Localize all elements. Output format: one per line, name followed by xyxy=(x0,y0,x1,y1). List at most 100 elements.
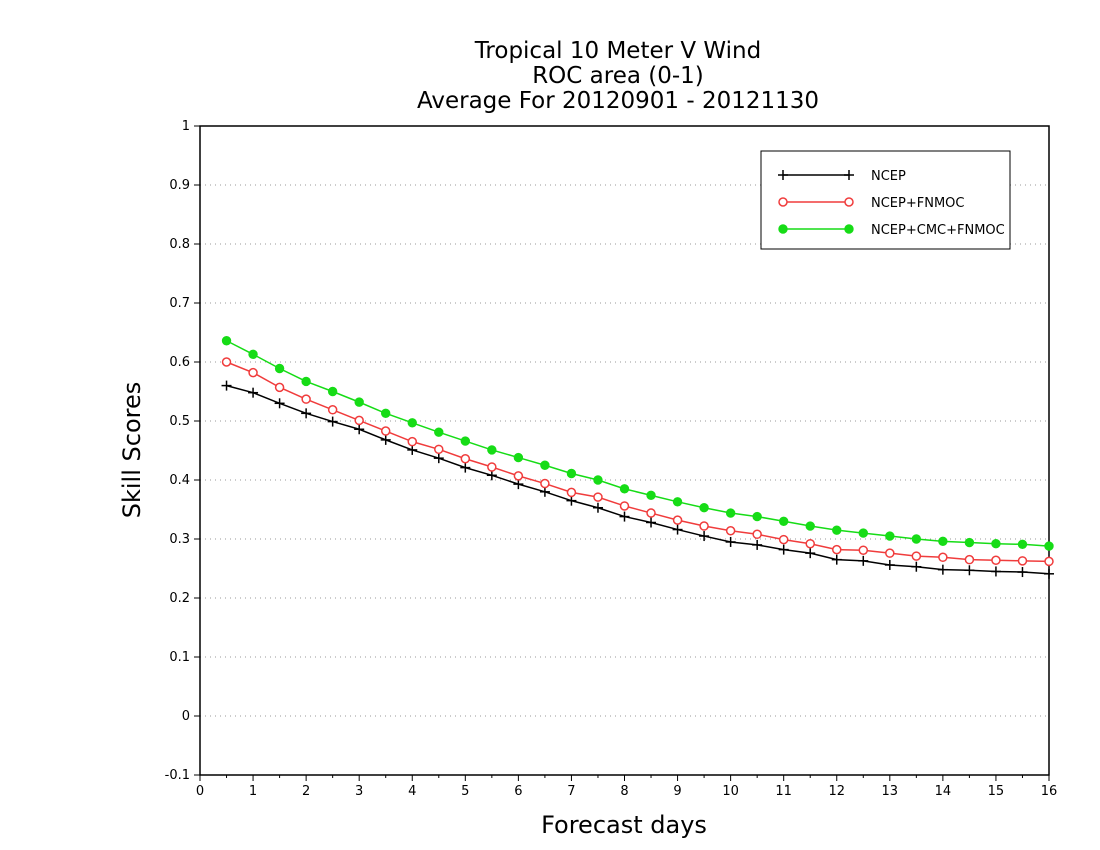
legend-marker xyxy=(844,197,854,207)
series-2 xyxy=(221,336,1054,551)
data-point xyxy=(1017,556,1028,566)
data-point xyxy=(407,436,417,447)
data-point xyxy=(248,387,259,398)
y-tick-label: 1 xyxy=(182,119,190,134)
title-line-1: Tropical 10 Meter V Wind xyxy=(474,38,761,64)
data-point xyxy=(1017,539,1028,550)
x-tick-label: 12 xyxy=(828,784,845,799)
series-group xyxy=(221,336,1054,579)
x-tick-label: 8 xyxy=(620,784,628,799)
x-tick-label: 16 xyxy=(1041,784,1058,799)
data-point xyxy=(805,521,815,531)
y-tick-label: 0.7 xyxy=(169,296,190,311)
data-point xyxy=(593,492,603,502)
title-line-2: ROC area (0-1) xyxy=(532,63,704,89)
data-point xyxy=(699,531,710,542)
data-point xyxy=(540,460,550,470)
data-point xyxy=(778,534,789,545)
data-point xyxy=(725,525,736,536)
data-point xyxy=(486,470,497,481)
title-line-3: Average For 20120901 - 20121130 xyxy=(417,88,819,114)
x-tick-label: 14 xyxy=(935,784,952,799)
data-point xyxy=(619,501,630,511)
data-point xyxy=(434,427,444,437)
data-point xyxy=(593,475,603,485)
data-point xyxy=(805,548,816,559)
y-axis-ticks: -0.1 0 0.1 0.2 0.3 0.4 0.5 0.6 0.7 0.8 0.9 1 xyxy=(165,119,200,783)
data-point xyxy=(1044,541,1054,551)
grid xyxy=(200,184,1049,717)
data-point xyxy=(752,511,762,522)
x-tick-label: 9 xyxy=(673,784,681,799)
data-point xyxy=(354,424,365,435)
data-point xyxy=(381,408,391,419)
data-point xyxy=(354,397,364,407)
y-tick-label: 0.1 xyxy=(169,650,190,665)
legend: NCEP NCEP+FNMOC NCEP+CMC+FNMOC xyxy=(760,150,1011,250)
data-point xyxy=(540,478,550,489)
x-tick-label: 6 xyxy=(514,784,522,799)
data-point xyxy=(434,444,444,455)
data-point xyxy=(672,524,683,535)
x-tick-label: 2 xyxy=(302,784,310,799)
data-point xyxy=(752,529,762,540)
data-point xyxy=(513,479,524,490)
data-point xyxy=(699,521,709,531)
data-point xyxy=(991,539,1001,549)
data-point xyxy=(725,536,736,547)
x-tick-label: 10 xyxy=(722,784,739,799)
x-tick-label: 11 xyxy=(775,784,792,799)
data-point xyxy=(566,487,577,498)
data-point xyxy=(884,559,895,570)
legend-marker xyxy=(778,170,788,180)
y-tick-label: 0 xyxy=(182,709,190,724)
data-point xyxy=(832,544,842,555)
series-1 xyxy=(221,357,1054,567)
legend-marker xyxy=(844,224,854,234)
data-point xyxy=(460,454,471,464)
data-point xyxy=(672,497,683,507)
data-point xyxy=(327,405,338,415)
data-point xyxy=(831,554,842,565)
data-point xyxy=(221,357,232,367)
data-point xyxy=(911,551,922,561)
data-point xyxy=(407,418,417,428)
x-tick-label: 5 xyxy=(461,784,469,799)
data-point xyxy=(274,398,285,409)
legend-marker xyxy=(844,170,854,180)
series-line xyxy=(226,361,1050,563)
data-point xyxy=(327,416,338,427)
y-tick-label: -0.1 xyxy=(165,768,190,783)
x-axis-title: Forecast days xyxy=(541,811,707,839)
data-point xyxy=(539,486,550,497)
data-point xyxy=(380,434,391,445)
data-point xyxy=(274,382,285,393)
data-point xyxy=(911,561,922,572)
y-tick-label: 0.5 xyxy=(169,414,190,429)
data-point xyxy=(858,528,868,538)
data-point xyxy=(274,363,285,374)
y-tick-label: 0.9 xyxy=(169,178,190,193)
x-tick-label: 4 xyxy=(408,784,416,799)
data-point xyxy=(938,536,948,547)
x-axis-ticks: 0 1 2 3 4 5 6 7 8 9 10 11 12 13 14 15 16 xyxy=(196,775,1057,799)
data-point xyxy=(725,508,736,518)
data-point xyxy=(805,538,815,549)
data-point xyxy=(566,495,577,506)
legend-label: NCEP+FNMOC xyxy=(871,196,964,211)
legend-entry-1: NCEP+FNMOC xyxy=(778,196,964,211)
data-point xyxy=(885,531,895,541)
data-point xyxy=(566,468,577,479)
data-point xyxy=(301,408,312,419)
data-point xyxy=(301,376,311,387)
legend-box xyxy=(760,150,1011,250)
data-point xyxy=(433,453,444,464)
data-point xyxy=(964,537,975,548)
y-tick-label: 0.4 xyxy=(169,473,190,488)
legend-entry-2: NCEP+CMC+FNMOC xyxy=(778,223,1005,238)
legend-marker xyxy=(778,197,788,207)
data-point xyxy=(646,490,656,501)
data-point xyxy=(990,566,1001,577)
data-point xyxy=(248,349,258,360)
